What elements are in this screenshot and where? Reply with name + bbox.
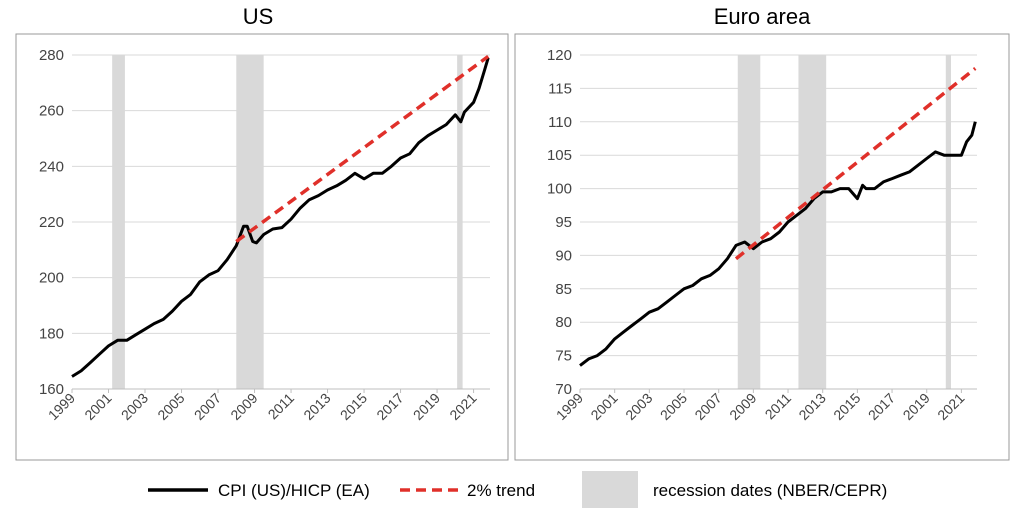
legend-recession-swatch [582,471,638,508]
us-recession-band [112,55,125,389]
ea-y-tick-label: 80 [555,314,572,331]
ea-y-tick-label: 75 [555,348,572,365]
us-y-tick-label: 220 [39,214,64,231]
us-y-tick-label: 260 [39,103,64,120]
us-y-tick-label: 160 [39,381,64,398]
ea-trend-line [734,67,977,261]
ea-y-tick-label: 105 [547,147,572,164]
ea-y-tick-label: 115 [548,80,572,97]
us-recession-band [236,55,264,389]
us-y-tick-label: 200 [39,270,64,287]
us-cpi-line [71,57,490,378]
ea-recession-band [945,55,951,389]
us-recession-band [457,55,463,389]
us-y-tick-label: 280 [39,47,64,64]
legend: CPI (US)/HICP (EA) 2% trend recession da… [148,471,887,508]
ea-chart-title: Euro area [714,4,811,29]
us-y-tick-label: 240 [39,158,64,175]
ea-y-tick-label: 100 [547,181,572,198]
ea-y-tick-label: 110 [548,114,572,131]
ea-y-tick-label: 120 [547,47,572,64]
ea-y-tick-label: 85 [555,281,572,298]
legend-cpi-label: CPI (US)/HICP (EA) [218,481,370,500]
us-y-tick-label: 180 [39,325,64,342]
ea-y-tick-label: 95 [555,214,572,231]
ea-panel-frame [514,33,1010,461]
us-trend-line [235,54,490,243]
ea-cpi-line [579,121,977,367]
legend-recession-label: recession dates (NBER/CEPR) [653,481,887,500]
us-chart-title: US [243,4,274,29]
ea-y-tick-label: 90 [555,247,572,264]
ea-recession-band [737,55,761,389]
ea-recession-band [798,55,827,389]
ea-y-tick-label: 70 [555,381,572,398]
legend-trend-label: 2% trend [467,481,535,500]
